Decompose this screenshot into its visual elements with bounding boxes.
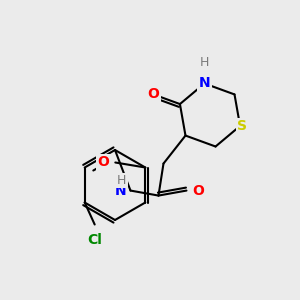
Text: H: H (200, 56, 209, 70)
Text: O: O (98, 155, 109, 170)
Text: N: N (115, 184, 127, 198)
Text: H: H (117, 174, 127, 187)
Text: Cl: Cl (87, 232, 102, 247)
Text: N: N (199, 76, 210, 91)
Text: O: O (193, 184, 204, 198)
Text: S: S (237, 119, 247, 133)
Text: O: O (148, 88, 160, 101)
